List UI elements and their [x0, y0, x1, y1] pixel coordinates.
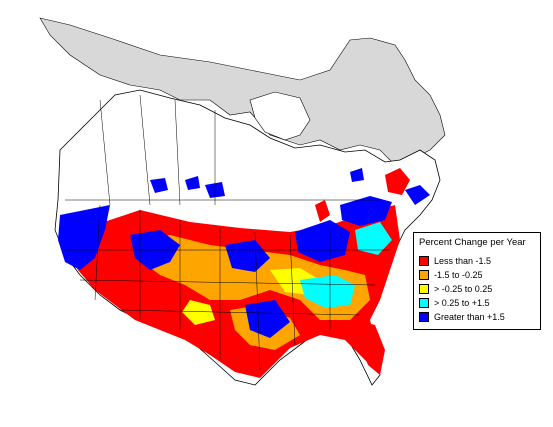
legend-label: > 0.25 to +1.5	[434, 298, 490, 308]
legend-label: -1.5 to -0.25	[434, 270, 483, 280]
legend-label: > -0.25 to 0.25	[434, 284, 493, 294]
swatch-blue	[419, 312, 429, 322]
trend-regions	[58, 168, 430, 378]
legend-item-greater-than-1-5: Greater than +1.5	[419, 311, 505, 323]
legend: Percent Change per Year Less than -1.5 -…	[413, 232, 541, 330]
swatch-red	[419, 256, 429, 266]
legend-label: Greater than +1.5	[434, 312, 505, 322]
legend-item-0-25-to-1-5: > 0.25 to +1.5	[419, 297, 490, 309]
legend-item-minus-1-5-to-minus-0-25: -1.5 to -0.25	[419, 269, 483, 281]
swatch-yellow	[419, 284, 429, 294]
legend-item-less-than-minus-1-5: Less than -1.5	[419, 255, 491, 267]
legend-label: Less than -1.5	[434, 256, 492, 266]
state-province-boundaries	[65, 94, 390, 371]
swatch-orange	[419, 270, 429, 280]
legend-item-minus-0-25-to-0-25: > -0.25 to 0.25	[419, 283, 492, 295]
swatch-cyan	[419, 298, 429, 308]
hudson-bay-white	[249, 91, 311, 141]
legend-title: Percent Change per Year	[419, 237, 526, 248]
